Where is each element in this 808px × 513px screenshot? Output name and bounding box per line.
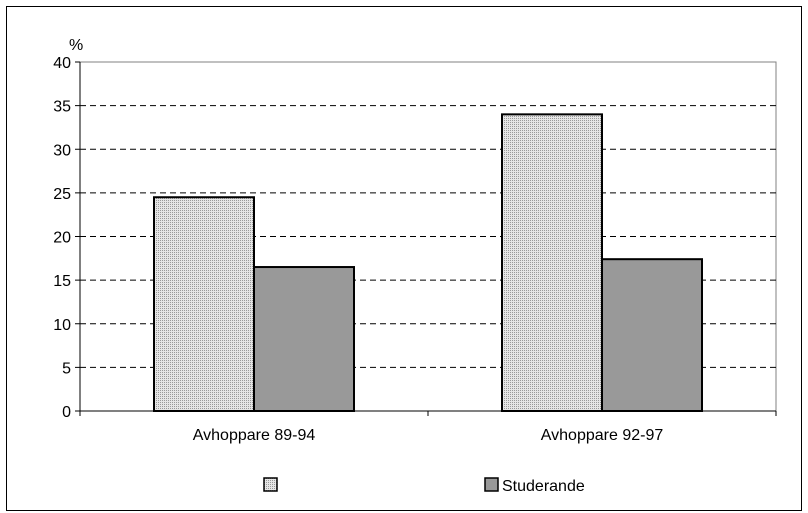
x-tick-labels: Avhoppare 89-94 Avhoppare 92-97 (193, 427, 664, 444)
y-axis-label: % (69, 37, 83, 54)
x-tick-label: Avhoppare 89-94 (193, 427, 316, 444)
bar (153, 196, 255, 412)
bar (501, 113, 603, 412)
legend-swatch (263, 477, 278, 492)
legend-label: Studerande (502, 478, 585, 495)
y-tick-label: 40 (53, 55, 71, 72)
axes (75, 61, 777, 416)
bar (253, 266, 355, 412)
bar (601, 258, 703, 412)
x-tick-label: Avhoppare 92-97 (541, 427, 664, 444)
y-tick-label: 5 (62, 360, 71, 377)
legend: Studerande (263, 477, 585, 495)
y-tick-label: 10 (53, 317, 71, 334)
y-tick-label: 15 (53, 273, 71, 290)
y-tick-label: 30 (53, 142, 71, 159)
y-tick-label: 35 (53, 99, 71, 116)
y-tick-label: 20 (53, 230, 71, 247)
y-tick-labels: 0 5 10 15 20 25 30 35 40 (53, 55, 71, 421)
bars (153, 113, 703, 412)
y-tick-label: 25 (53, 186, 71, 203)
legend-swatch (484, 477, 499, 492)
y-tick-label: 0 (62, 404, 71, 421)
